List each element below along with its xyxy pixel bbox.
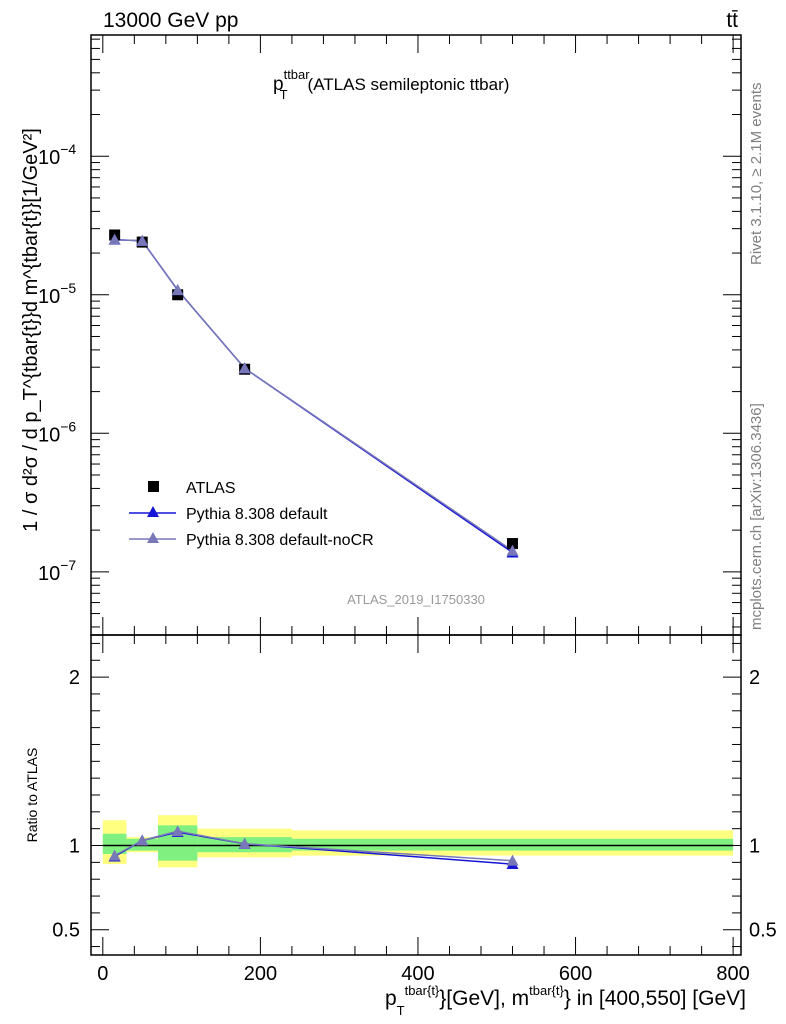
plot-title-rest: (ATLAS semileptonic ttbar): [308, 75, 510, 94]
mcplots-label: mcplots.cern.ch [arXiv:1306.3436]: [748, 403, 765, 630]
y-tick-label-base: 10: [38, 563, 60, 585]
legend-marker-atlas: [148, 481, 159, 492]
legend-label-nocr: Pythia 8.308 default-noCR: [186, 532, 374, 549]
y-tick-label-base: 10: [38, 286, 60, 308]
legend-marker-default: [147, 506, 159, 517]
main-y-axis-label: 1 / σ d²σ / d p_T^{tbar{t}}d m^{tbar{t}}…: [20, 128, 42, 532]
plot-title-main: p: [273, 74, 284, 95]
x-tick-label: 200: [244, 963, 277, 985]
legend-marker-nocr: [147, 532, 159, 543]
nocr-point: [136, 234, 149, 246]
y-tick-label-exp: −5: [60, 280, 76, 296]
rivet-label: Rivet 3.1.10, ≥ 2.1M events: [748, 83, 765, 266]
legend: ATLAS Pythia 8.308 default Pythia 8.308 …: [129, 480, 374, 549]
x-axis-label-end: } in [400,550] [GeV]: [564, 987, 746, 1010]
atlas-point: [507, 538, 519, 550]
legend-label-default: Pythia 8.308 default: [186, 506, 328, 523]
ratio-y-tick-label-right: 0.5: [749, 920, 777, 942]
ratio-y-axis-label: Ratio to ATLAS: [24, 748, 40, 843]
y-tick-label-exp: −7: [60, 557, 76, 573]
ratio-y-tick-label-right: 2: [749, 667, 760, 689]
ratio-nocr-point: [136, 834, 149, 846]
y-tick-label-exp: −4: [60, 141, 76, 157]
x-axis-label-mid: }[GeV], m: [439, 987, 529, 1010]
legend-item-atlas: ATLAS: [148, 480, 236, 497]
x-tick-label: 600: [559, 963, 592, 985]
plot-title-sup: ttbar: [284, 67, 311, 82]
ratio-y-tick-label-left: 2: [69, 667, 80, 689]
ratio-y-ticks: 0.5 0.5 1 1 2 2: [52, 642, 777, 948]
ratio-plot-frame: [90, 634, 742, 956]
main-plot-content: [108, 229, 519, 558]
nocr-point: [506, 544, 519, 556]
y-tick-label: 10−5: [38, 280, 76, 308]
uncertainty-band-inner: [291, 838, 734, 851]
y-tick-label: 10−7: [38, 557, 76, 585]
legend-item-default: Pythia 8.308 default: [129, 506, 328, 523]
legend-item-nocr: Pythia 8.308 default-noCR: [129, 532, 374, 549]
ratio-nocr-point: [238, 837, 251, 849]
ratio-nocr-point: [108, 849, 121, 861]
y-tick-label-exp: −6: [60, 418, 76, 434]
nocr-point: [238, 362, 251, 374]
main-y-ticks: 10−710−610−510−4: [38, 38, 741, 628]
x-axis-label-sub: T: [397, 1003, 405, 1018]
header-right: tt̄: [726, 9, 738, 32]
x-axis-label-p: p: [385, 987, 397, 1010]
y-tick-label: 10−4: [38, 141, 76, 169]
y-tick-label: 10−6: [38, 418, 76, 446]
main-x-ticks: [102, 35, 734, 635]
x-axis-label: pTtbar{t}}[GeV], mtbar{t}} in [400,550] …: [385, 983, 746, 1018]
x-tick-label: 400: [401, 963, 434, 985]
y-tick-label-base: 10: [38, 147, 60, 169]
ratio-x-ticks: 0 200 400 600 800: [97, 635, 750, 985]
main-line-nocr: [114, 238, 513, 552]
nocr-point: [171, 284, 184, 296]
main-plot: 10−710−610−510−4 pttbar T(ATLAS semilepto…: [20, 34, 742, 636]
analysis-id: ATLAS_2019_I1750330: [347, 592, 485, 607]
x-tick-label: 800: [716, 963, 749, 985]
x-axis-label-sup1: tbar{t}: [405, 983, 440, 998]
ratio-plot-content: [102, 815, 734, 870]
uncertainty-band-inner: [102, 833, 127, 854]
ratio-y-tick-label-left: 1: [69, 836, 80, 858]
nocr-point: [108, 233, 121, 245]
ratio-y-tick-label-left: 0.5: [52, 920, 80, 942]
x-tick-label: 0: [97, 963, 108, 985]
ratio-y-tick-label-right: 1: [749, 836, 760, 858]
ratio-plot: 0.5 0.51 12 2 0 200 400 600 800 Ratio to ATLAS …: [24, 634, 777, 1018]
header-left: 13000 GeV pp: [103, 9, 238, 32]
ratio-nocr-point: [506, 854, 519, 866]
x-axis-label-sup2: tbar{t}: [529, 983, 564, 998]
plot-title: pttbar T (ATLAS semileptonic ttbar): [273, 67, 509, 102]
plot-title-sub: T: [280, 87, 288, 102]
legend-label-atlas: ATLAS: [186, 480, 236, 497]
y-tick-label-base: 10: [38, 424, 60, 446]
ratio-nocr-point: [171, 825, 184, 837]
